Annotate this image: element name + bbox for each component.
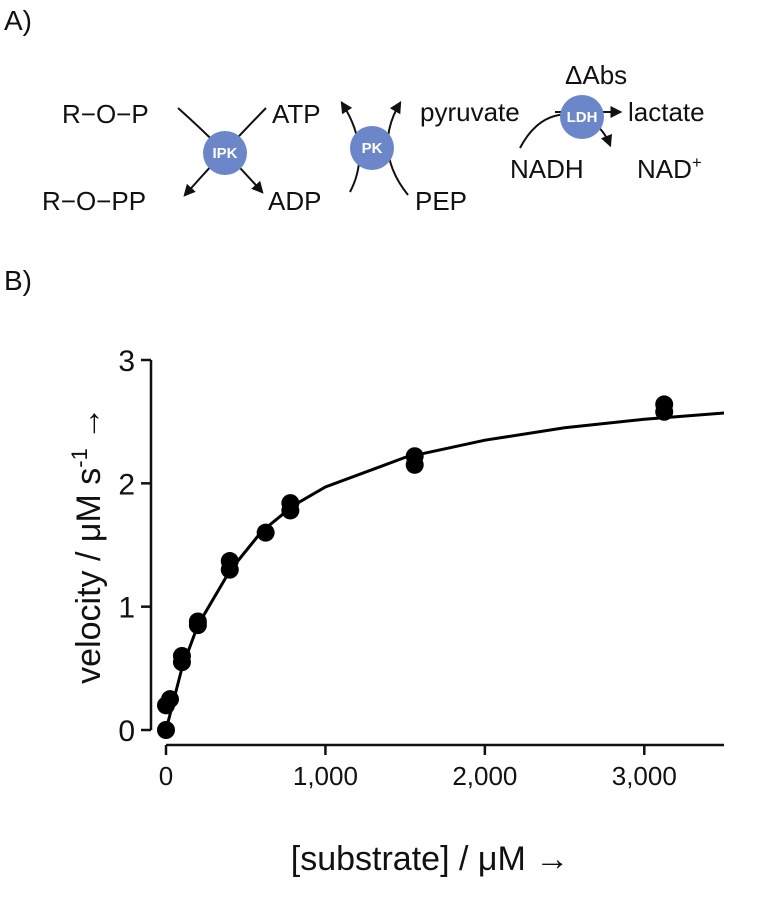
species-text: NAD xyxy=(637,154,692,184)
fit-curve xyxy=(164,411,725,731)
species: pyruvate xyxy=(420,97,520,127)
x-tick-label: 0 xyxy=(159,761,173,791)
y-axis-label-sup: -1 xyxy=(67,448,92,468)
x-axis-label: [substrate] / μM → xyxy=(291,840,569,878)
data-point xyxy=(172,647,191,665)
x-tick-label: 2,000 xyxy=(452,761,517,791)
species: R−O−PP xyxy=(42,186,146,216)
y-tick-label: 3 xyxy=(118,345,135,378)
species: NADH xyxy=(510,154,584,184)
enzyme-node xyxy=(203,131,247,175)
y-tick-label: 0 xyxy=(118,715,135,748)
enzyme-node xyxy=(350,126,394,170)
enzyme-label: IPK xyxy=(212,145,237,162)
superscript: + xyxy=(692,153,702,172)
species: PEP xyxy=(415,186,467,216)
species: NAD+ xyxy=(637,153,702,184)
species: lactate xyxy=(628,97,705,127)
species: R−O−P xyxy=(62,99,149,129)
y-axis-label-arrow: → xyxy=(70,406,108,440)
enzyme-label: LDH xyxy=(567,109,598,126)
x-tick-label: 3,000 xyxy=(612,761,677,791)
x-tick-label: 1,000 xyxy=(293,761,358,791)
y-axis-label: velocity / μM s-1 → xyxy=(67,406,108,684)
data-point xyxy=(256,523,275,542)
panel-label: A) xyxy=(4,5,32,36)
y-axis-label-text: velocity / μM s xyxy=(70,468,108,684)
enzyme-node xyxy=(560,95,604,139)
species: ATP xyxy=(272,99,321,129)
species: ΔAbs xyxy=(565,60,627,90)
data-point xyxy=(655,395,674,414)
species: ADP xyxy=(268,186,321,216)
data-point xyxy=(281,494,300,513)
enzyme-label: PK xyxy=(362,140,383,157)
y-tick-label: 2 xyxy=(118,468,135,501)
panel-label: B) xyxy=(4,265,32,296)
y-tick-label: 1 xyxy=(118,592,135,625)
